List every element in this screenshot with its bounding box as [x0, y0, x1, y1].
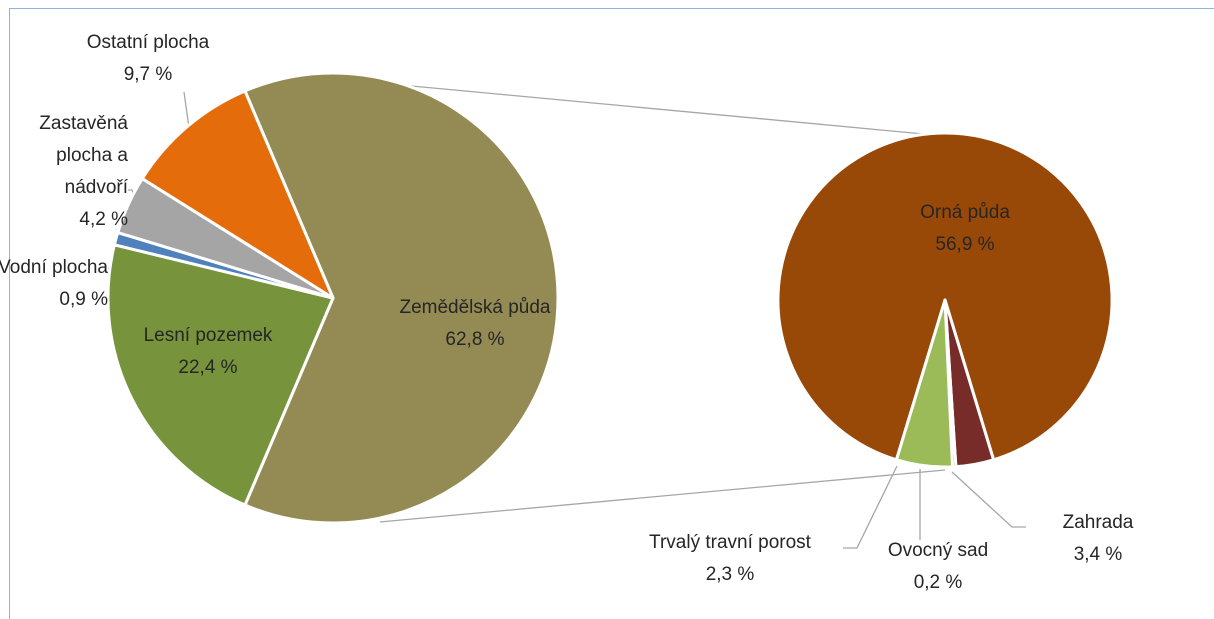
value-label: 4,2 %	[79, 209, 128, 230]
pie-slice	[140, 89, 335, 300]
leader-line	[951, 471, 1026, 528]
value-label: 2,3 %	[705, 564, 755, 585]
category-label: Ovocný sad	[887, 540, 989, 561]
value-label: 62,8 %	[445, 329, 505, 350]
pie-slice	[106, 243, 335, 507]
value-label: 9,7 %	[123, 64, 173, 85]
data-label: Zahrada 3,4 %	[1028, 507, 1168, 571]
data-label: Trvalý travní porost 2,3 %	[600, 527, 860, 591]
data-label: Orná půda 56,9 %	[865, 197, 1065, 261]
category-label: Ostatní plocha	[86, 32, 210, 53]
value-label: 22,4 %	[178, 357, 238, 378]
data-label: Ovocný sad 0,2 %	[838, 535, 1038, 599]
category-label: Orná půda	[920, 202, 1010, 223]
value-label: 56,9 %	[935, 234, 995, 255]
data-label: Lesní pozemek 22,4 %	[108, 320, 308, 384]
pie-slice	[776, 131, 1114, 462]
category-label: Zastavěná plocha a nádvoří	[39, 113, 128, 198]
data-label: Ostatní plocha 9,7 %	[38, 27, 258, 91]
value-label: 3,4 %	[1073, 544, 1123, 565]
connector	[379, 82, 946, 137]
leader-line	[843, 465, 898, 549]
leaders	[108, 82, 1026, 549]
category-label: Zahrada	[1062, 512, 1134, 533]
data-label: Zemědělská půda 62,8 %	[345, 292, 605, 356]
connector	[379, 469, 946, 523]
value-label: 0,9 %	[59, 289, 108, 310]
data-label: Zastavěná plocha a nádvoří 4,2 %	[8, 108, 128, 236]
pie-slice	[894, 298, 955, 469]
category-label: Vodní plocha	[0, 257, 108, 278]
category-label: Trvalý travní porost	[649, 532, 811, 553]
data-label: Vodní plocha 0,9 %	[0, 252, 108, 316]
value-label: 0,2 %	[913, 572, 963, 593]
pie-slice	[243, 71, 560, 525]
category-label: Lesní pozemek	[143, 325, 273, 346]
category-label: Zemědělská půda	[399, 297, 551, 318]
